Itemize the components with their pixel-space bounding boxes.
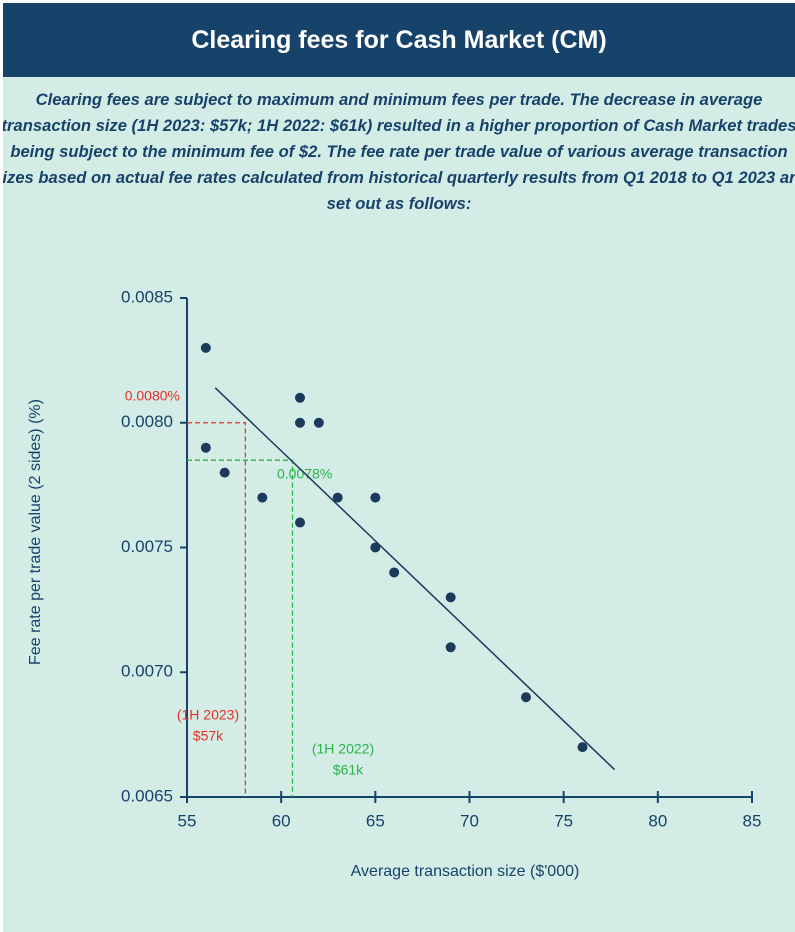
point: [200, 342, 211, 353]
guide-line: [187, 459, 294, 797]
x-tick-label: 70: [460, 811, 479, 830]
x-tick-label: 75: [554, 811, 573, 830]
point: [445, 592, 456, 603]
point: [313, 417, 324, 428]
guide-x-label: (1H 2023): [177, 707, 239, 723]
x-axis-label: Average transaction size ($'000): [351, 863, 580, 880]
y-tick-label: 0.0085: [121, 287, 173, 306]
y-tick-label: 0.0075: [121, 537, 173, 556]
x-tick-label: 55: [178, 811, 197, 830]
point: [200, 442, 211, 453]
x-tick-label: 65: [366, 811, 385, 830]
chart-title: Clearing fees for Cash Market (CM): [3, 3, 795, 77]
point: [521, 692, 531, 703]
guide-label: 0.0080%: [125, 388, 180, 404]
guide-x-label: $61k: [333, 762, 364, 778]
point: [257, 492, 268, 503]
point: [577, 742, 588, 753]
subtitle: Clearing fees are subject to maximum and…: [3, 90, 795, 213]
x-tick-label: 80: [648, 811, 667, 830]
point: [295, 392, 305, 403]
point: [370, 542, 381, 553]
y-axis-label: Fee rate per trade value (2 sides) (%): [27, 399, 44, 665]
point: [445, 642, 456, 653]
point: [219, 467, 230, 478]
point: [370, 492, 381, 503]
guide-x-label: (1H 2022): [312, 741, 374, 757]
point: [295, 417, 305, 428]
y-tick-label: 0.0080: [121, 412, 173, 431]
point: [295, 517, 305, 528]
point: [389, 567, 400, 578]
trendline: [214, 387, 616, 771]
guide-line: [187, 422, 247, 797]
y-tick-label: 0.0065: [121, 786, 173, 805]
point: [332, 492, 343, 503]
panel: Clearing fees for Cash Market (CM) Clear…: [3, 3, 795, 932]
guide-x-label: $57k: [193, 728, 224, 744]
x-tick-label: 60: [272, 811, 291, 830]
x-tick-label: 85: [743, 811, 762, 830]
y-tick-label: 0.0070: [121, 662, 173, 681]
